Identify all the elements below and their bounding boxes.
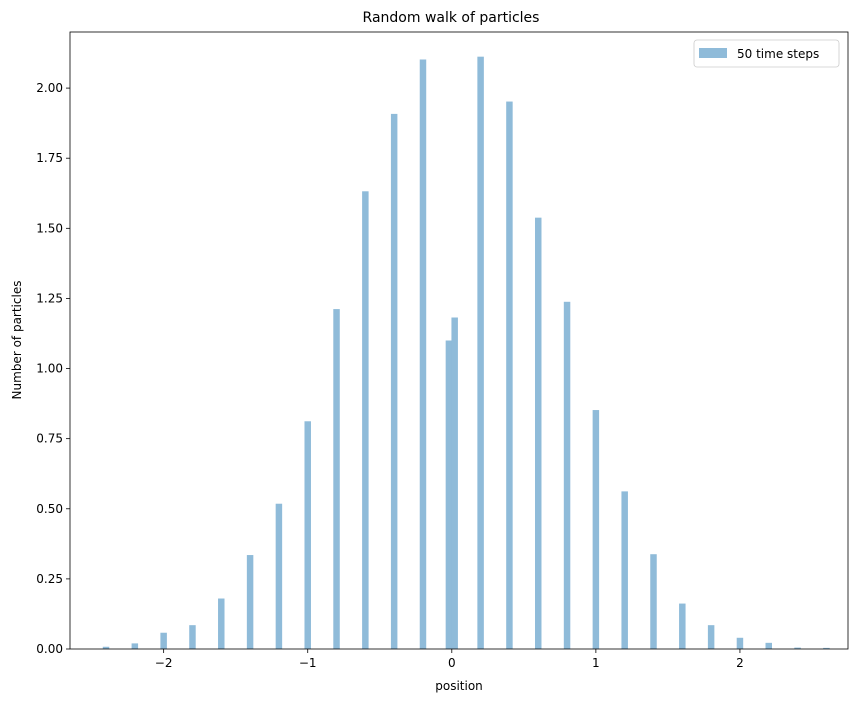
y-tick-label: 2.00 [36, 81, 63, 95]
legend-swatch [699, 48, 727, 58]
bar [304, 421, 311, 649]
bar [563, 301, 571, 649]
bar [246, 555, 254, 649]
bar [477, 56, 484, 650]
bar [765, 642, 773, 649]
x-axis-label: position [435, 679, 483, 693]
legend-box [693, 39, 840, 68]
x-tick-label: 1 [592, 656, 600, 670]
bar [131, 643, 139, 649]
bar [823, 647, 830, 649]
bar [160, 632, 167, 649]
x-tick-label: 0 [448, 656, 456, 670]
x-tick-label: −1 [299, 656, 317, 670]
bar [218, 598, 225, 649]
bar [362, 191, 369, 649]
bar [736, 637, 744, 649]
legend: 50 time steps [693, 39, 840, 68]
y-tick-label: 1.25 [36, 291, 63, 305]
bar [445, 340, 453, 649]
y-tick-label: 0.00 [36, 642, 63, 656]
bar [794, 647, 801, 649]
legend-label: 50 time steps [737, 47, 819, 61]
y-tick-label: 0.50 [36, 502, 63, 516]
bar [451, 317, 458, 649]
bar [621, 491, 628, 649]
bar [189, 625, 196, 649]
bar [534, 217, 542, 650]
bar [679, 603, 686, 649]
bar [102, 646, 110, 649]
bar [650, 554, 657, 649]
y-tick-label: 1.50 [36, 221, 63, 235]
bar [390, 113, 398, 650]
bar [506, 101, 513, 649]
x-axis: −2 −1 0 1 2 [155, 649, 744, 670]
chart-title: Random walk of particles [363, 10, 540, 26]
bars [102, 56, 830, 650]
y-tick-label: 0.75 [36, 432, 63, 446]
y-axis-label: Number of particles [10, 281, 24, 400]
bar [592, 410, 600, 649]
y-tick-label: 1.00 [36, 362, 63, 376]
y-tick-label: 0.25 [36, 572, 63, 586]
plot-frame [69, 31, 849, 650]
x-tick-label: 2 [736, 656, 744, 670]
bar [333, 309, 340, 649]
y-tick-label: 1.75 [36, 151, 63, 165]
x-tick-label: −2 [155, 656, 173, 670]
bar [419, 59, 427, 649]
bar [275, 503, 283, 649]
y-axis: 0.00 0.25 0.50 0.75 1.00 1.25 1.50 1.75 2.00 [36, 81, 70, 656]
bar [707, 625, 715, 649]
